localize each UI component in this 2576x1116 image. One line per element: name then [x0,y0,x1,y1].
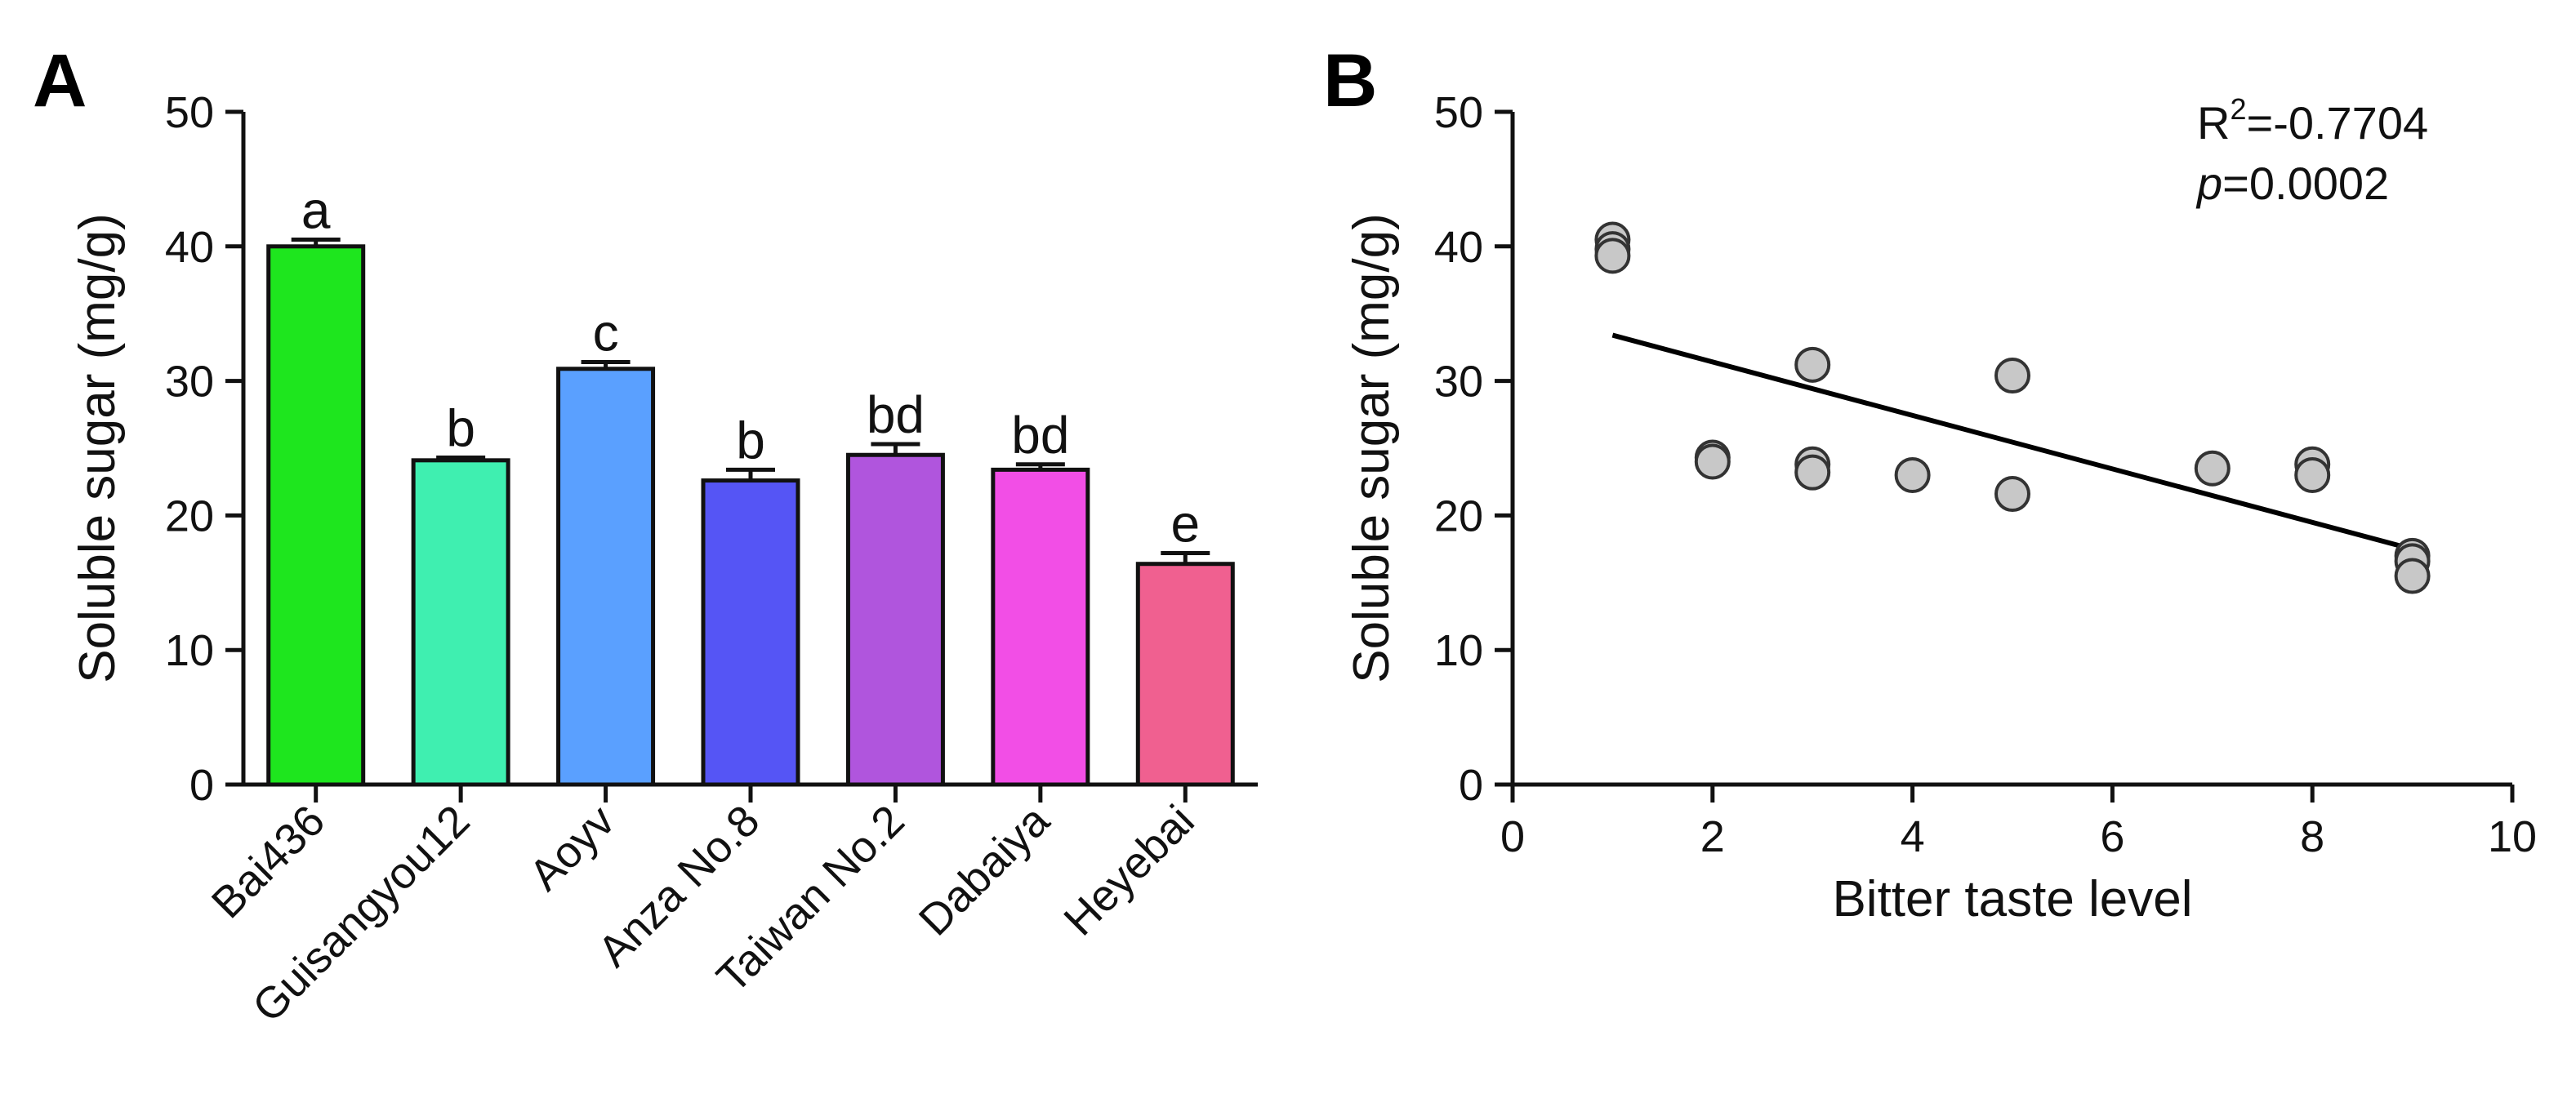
category-label: Bai436 [203,796,334,927]
scatter-point [2194,450,2231,487]
panel-a-y-tick-label: 20 [165,491,214,540]
scatter-point [2394,558,2431,594]
bar [556,367,656,787]
category-label: Dabaiya [910,795,1059,945]
bar [701,478,800,787]
scatter-point [1894,456,1931,493]
panel-b-scatter-chart: B Soluble sugar (mg/g) Bitter taste leve… [1323,39,2537,927]
panel-b-y-tick-label: 40 [1434,223,1483,272]
scatter-point [1794,454,1831,491]
scatter-point [1794,346,1831,383]
r-squared-annotation: R2=-0.7704 [2197,92,2428,149]
panel-b-x-tick-label: 10 [2488,812,2537,861]
panel-b-x-tick-label: 0 [1500,812,1525,861]
panel-letter-b: B [1323,39,1377,122]
significance-label: a [301,181,331,240]
bar [266,244,366,787]
panel-b-x-tick-label: 2 [1700,812,1725,861]
bar [1135,562,1235,787]
scatter-point [1694,443,1731,480]
panel-b-y-axis-label: Soluble sugar (mg/g) [1344,213,1400,683]
scatter-point [1594,238,1631,274]
bar [845,452,945,787]
panel-b-y-tick-label: 20 [1434,491,1483,540]
panel-b-points [1594,221,2431,594]
panel-b-statistics: R2=-0.7704 p=0.0002 [2195,92,2428,209]
panel-b-x-axis-label: Bitter taste level [1832,871,2192,927]
r-squared-symbol: R [2197,97,2230,149]
panel-a-y-tick-label: 30 [165,358,214,407]
significance-label: b [446,399,475,458]
r-squared-value: =-0.7704 [2246,97,2428,149]
panel-b-y-tick-label: 0 [1459,761,1483,810]
panel-a-bar-chart: A Soluble sugar (mg/g) 0 10 20 30 40 50 a b c b b… [33,39,1258,1032]
panel-a-y-tick-label: 40 [165,223,214,272]
significance-label: e [1170,495,1200,554]
panel-letter-a: A [33,39,87,122]
regression-line [1611,332,2413,552]
panel-a-y-axis-label: Soluble sugar (mg/g) [69,213,126,683]
bar [991,467,1090,787]
scatter-point [2294,456,2331,493]
panel-b-y-tick-label: 50 [1434,88,1483,137]
scatter-point [1994,476,2030,513]
panel-b-y-tick-label: 30 [1434,358,1483,407]
panel-b-x-tick-label: 8 [2300,812,2324,861]
panel-a-y-tick-label: 10 [165,626,214,675]
significance-label: b [736,411,765,469]
panel-a-y-tick-label: 0 [189,761,214,810]
category-label: Aoyv [520,796,624,900]
significance-label: bd [1011,406,1069,465]
bar [411,458,510,787]
panel-b-axes: 0 10 20 30 40 50 0 2 4 6 8 10 [1434,88,2537,861]
scatter-point [1994,358,2030,394]
category-label: Heyebai [1054,796,1204,945]
panel-b-y-tick-label: 10 [1434,626,1483,675]
significance-label: c [593,304,619,362]
p-symbol: p [2195,158,2222,209]
panel-a-y-tick-label: 50 [165,88,214,137]
panel-b-x-tick-label: 4 [1901,812,1925,861]
significance-label: bd [867,385,925,444]
p-value-annotation: p=0.0002 [2195,158,2389,209]
r-squared-superscript: 2 [2230,92,2246,126]
p-value: =0.0002 [2222,158,2389,209]
panel-a-bars: a b c b bd bd e [266,181,1235,787]
panel-b-x-tick-label: 6 [2100,812,2124,861]
